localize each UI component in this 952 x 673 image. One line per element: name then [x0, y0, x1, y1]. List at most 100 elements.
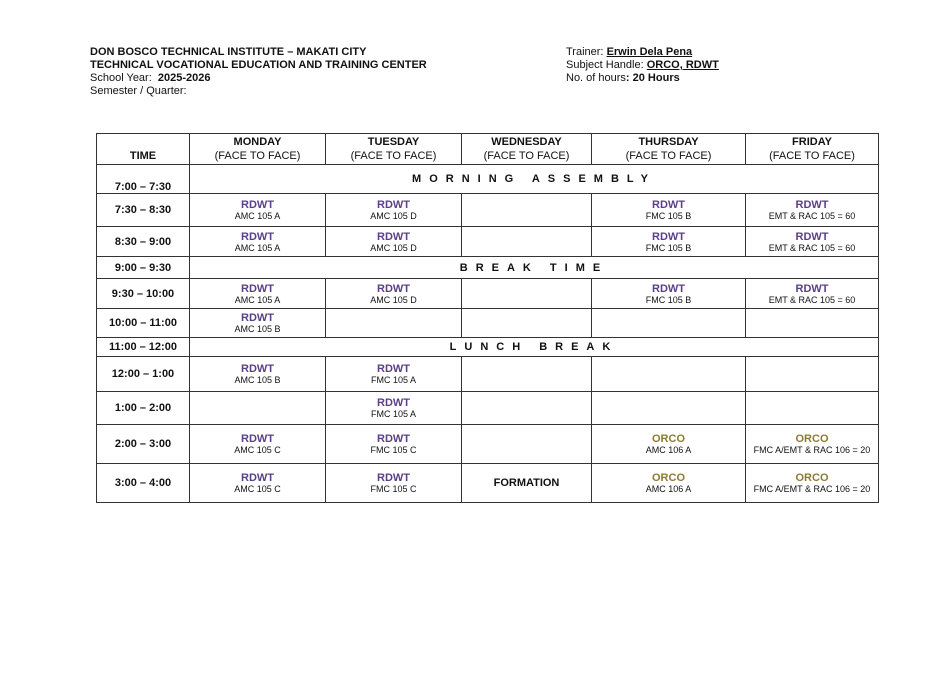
time-slot: 12:00 – 1:00 — [96, 356, 190, 392]
section-name: AMC 105 A — [234, 211, 281, 221]
section-name: FMC 105 C — [370, 445, 417, 455]
hours-label: No. of hours — [566, 72, 626, 84]
schedule-cell: RDWT AMC 105 A — [189, 193, 326, 227]
schedule-cell: RDWT FMC 105 C — [325, 463, 462, 503]
table-row: 10:00 – 11:00 RDWT AMC 105 B — [96, 308, 879, 338]
subject-code: RDWT — [795, 282, 829, 295]
time-slot: 9:00 – 9:30 — [96, 256, 190, 279]
subject-code: RDWT — [652, 230, 685, 243]
time-slot: 1:00 – 2:00 — [96, 391, 190, 425]
day-header-friday: FRIDAY (FACE TO FACE) — [745, 133, 879, 165]
day-mode: (FACE TO FACE) — [769, 150, 855, 162]
subject-code: RDWT — [377, 472, 410, 484]
section-name: AMC 105 B — [234, 375, 281, 385]
subject-code: RDWT — [377, 230, 410, 243]
trainer: Trainer: Erwin Dela Pena — [566, 46, 719, 59]
table-row: 2:00 – 3:00 RDWT AMC 105 C RDWT FMC 105 C ORC… — [96, 424, 879, 464]
subject-code: RDWT — [377, 363, 410, 375]
table-row: 1:00 – 2:00 RDWT FMC 105 A — [96, 391, 879, 425]
empty-cell — [591, 356, 746, 392]
day-mode: (FACE TO FACE) — [214, 150, 301, 162]
section-name: FMC A/EMT & RAC 106 = 20 — [753, 484, 871, 494]
day-name: MONDAY — [233, 136, 282, 148]
schedule-cell: RDWT AMC 105 B — [189, 356, 326, 392]
subject-code: RDWT — [377, 433, 410, 445]
section-name: FMC 105 C — [370, 484, 417, 494]
subject-code: RDWT — [241, 433, 274, 445]
trainer-label: Trainer: — [566, 46, 604, 58]
subject-code: RDWT — [377, 282, 410, 295]
subject-code: RDWT — [652, 199, 685, 211]
schedule-cell: ORCO AMC 106 A — [591, 463, 746, 503]
schedule-cell: RDWT FMC 105 A — [325, 391, 462, 425]
empty-cell — [461, 424, 592, 464]
schedule-cell: RDWT FMC 105 B — [591, 278, 746, 309]
schedule-cell: ORCO FMC A/EMT & RAC 106 = 20 — [745, 463, 879, 503]
schedule-cell: RDWT AMC 105 D — [325, 278, 462, 309]
section-name: EMT & RAC 105 = 60 — [768, 242, 856, 253]
trainer-info: Trainer: Erwin Dela Pena Subject Handle:… — [566, 46, 719, 85]
school-year-label: School Year: — [90, 72, 152, 84]
schedule-cell: RDWT AMC 105 C — [189, 463, 326, 503]
subject-code: RDWT — [241, 472, 274, 484]
table-row: 3:00 – 4:00 RDWT AMC 105 C RDWT FMC 105 C FOR… — [96, 463, 879, 503]
empty-cell — [461, 193, 592, 227]
span-label: BREAK TIME — [189, 256, 879, 279]
schedule-cell: RDWT AMC 105 B — [189, 308, 326, 338]
subject-code: RDWT — [377, 397, 410, 409]
section-name: FMC 105 B — [645, 211, 692, 221]
day-name: WEDNESDAY — [491, 136, 562, 148]
table-row: 7:00 – 7:30 MORNING ASSEMBLY — [96, 164, 879, 194]
time-slot: 2:00 – 3:00 — [96, 424, 190, 464]
section-name: AMC 105 D — [370, 242, 417, 253]
school-info: DON BOSCO TECHNICAL INSTITUTE – MAKATI C… — [90, 46, 427, 98]
table-row: 9:30 – 10:00 RDWT AMC 105 A RDWT AMC 105 D RD… — [96, 278, 879, 309]
schedule-cell: ORCO AMC 106 A — [591, 424, 746, 464]
schedule-cell: RDWT AMC 105 D — [325, 193, 462, 227]
section-name: FMC 105 A — [370, 375, 417, 385]
empty-cell — [591, 391, 746, 425]
day-header-monday: MONDAY (FACE TO FACE) — [189, 133, 326, 165]
section-name: AMC 105 B — [234, 324, 281, 334]
day-name: TUESDAY — [367, 136, 420, 148]
subject-code: RDWT — [795, 199, 829, 211]
empty-cell — [461, 391, 592, 425]
subject-handle: Subject Handle: ORCO, RDWT — [566, 59, 719, 72]
schedule-cell: RDWT AMC 105 C — [189, 424, 326, 464]
table-row: 9:00 – 9:30 BREAK TIME — [96, 256, 879, 279]
time-slot: 9:30 – 10:00 — [96, 278, 190, 309]
schedule-cell: RDWT FMC 105 A — [325, 356, 462, 392]
institution-name: DON BOSCO TECHNICAL INSTITUTE – MAKATI C… — [90, 46, 367, 58]
section-name: AMC 105 C — [234, 445, 281, 455]
subject-label: Subject Handle: — [566, 59, 644, 71]
section-name: AMC 105 D — [370, 294, 417, 305]
header-row: TIME MONDAY (FACE TO FACE) TUESDAY (FACE TO… — [96, 133, 879, 165]
empty-cell — [591, 308, 746, 338]
section-name: FMC 105 B — [645, 294, 692, 305]
day-mode: (FACE TO FACE) — [350, 150, 437, 162]
day-mode: (FACE TO FACE) — [483, 150, 570, 162]
subject-value: ORCO, RDWT — [646, 59, 719, 71]
section-name: AMC 105 A — [234, 242, 281, 253]
section-name: AMC 105 D — [370, 211, 417, 221]
section-name: EMT & RAC 105 = 60 — [768, 294, 856, 305]
table-row: 12:00 – 1:00 RDWT AMC 105 B RDWT FMC 105 A — [96, 356, 879, 392]
semester-label: Semester / Quarter: — [90, 85, 187, 97]
empty-cell — [461, 226, 592, 257]
day-header-tuesday: TUESDAY (FACE TO FACE) — [325, 133, 462, 165]
subject-code: RDWT — [241, 282, 274, 295]
day-header-wednesday: WEDNESDAY (FACE TO FACE) — [461, 133, 592, 165]
subject-code: ORCO — [795, 472, 829, 484]
trainer-name: Erwin Dela Pena — [606, 46, 693, 58]
day-header-thursday: THURSDAY (FACE TO FACE) — [591, 133, 746, 165]
subject-code: ORCO — [795, 433, 829, 445]
subject-code: RDWT — [241, 363, 274, 375]
section-name: AMC 106 A — [645, 445, 692, 455]
schedule-cell: RDWT EMT & RAC 105 = 60 — [745, 226, 879, 257]
time-slot: 11:00 – 12:00 — [96, 337, 190, 357]
section-name: AMC 105 A — [234, 294, 281, 305]
subject-code: RDWT — [652, 282, 685, 295]
subject-code: RDWT — [795, 230, 829, 243]
center-name: TECHNICAL VOCATIONAL EDUCATION AND TRAIN… — [90, 59, 427, 71]
time-slot: 10:00 – 11:00 — [96, 308, 190, 338]
